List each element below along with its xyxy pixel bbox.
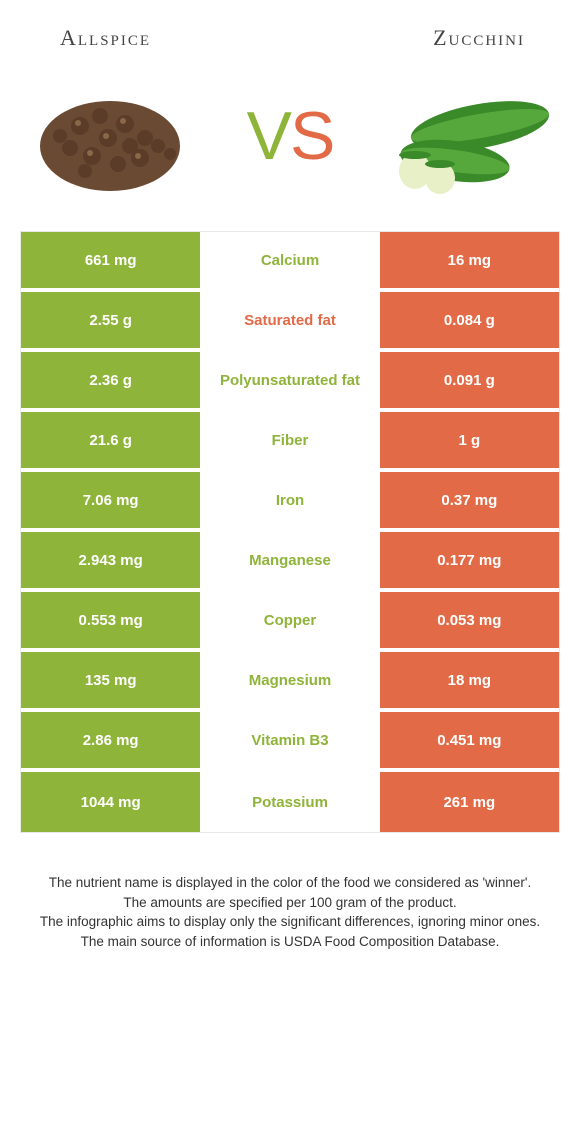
value-right: 1 g <box>380 412 559 468</box>
value-right: 18 mg <box>380 652 559 708</box>
table-row: 0.553 mgCopper0.053 mg <box>21 592 559 652</box>
value-right: 0.084 g <box>380 292 559 348</box>
value-left: 2.36 g <box>21 352 200 408</box>
hero: VS <box>0 61 580 231</box>
footer-notes: The nutrient name is displayed in the co… <box>0 833 580 951</box>
value-left: 0.553 mg <box>21 592 200 648</box>
footer-line: The amounts are specified per 100 gram o… <box>30 893 550 913</box>
zucchini-image <box>385 71 555 201</box>
value-left: 21.6 g <box>21 412 200 468</box>
table-row: 2.943 mgManganese0.177 mg <box>21 532 559 592</box>
vs-v: V <box>247 98 290 174</box>
table-row: 2.36 gPolyunsaturated fat0.091 g <box>21 352 559 412</box>
nutrient-label: Fiber <box>200 412 379 468</box>
header: Allspice Zucchini <box>0 0 580 61</box>
value-right: 0.451 mg <box>380 712 559 768</box>
value-left: 7.06 mg <box>21 472 200 528</box>
value-left: 2.55 g <box>21 292 200 348</box>
table-row: 2.86 mgVitamin B30.451 mg <box>21 712 559 772</box>
footer-line: The main source of information is USDA F… <box>30 932 550 952</box>
value-right: 16 mg <box>380 232 559 288</box>
value-right: 0.053 mg <box>380 592 559 648</box>
nutrient-label: Saturated fat <box>200 292 379 348</box>
nutrient-label: Manganese <box>200 532 379 588</box>
value-left: 1044 mg <box>21 772 200 832</box>
value-left: 2.86 mg <box>21 712 200 768</box>
vs-s: S <box>290 98 333 174</box>
table-row: 135 mgMagnesium18 mg <box>21 652 559 712</box>
nutrient-label: Vitamin B3 <box>200 712 379 768</box>
footer-line: The nutrient name is displayed in the co… <box>30 873 550 893</box>
allspice-image <box>25 71 195 201</box>
table-row: 7.06 mgIron0.37 mg <box>21 472 559 532</box>
nutrient-table: 661 mgCalcium16 mg2.55 gSaturated fat0.0… <box>20 231 560 833</box>
value-right: 0.177 mg <box>380 532 559 588</box>
nutrient-label: Polyunsaturated fat <box>200 352 379 408</box>
value-right: 261 mg <box>380 772 559 832</box>
title-left: Allspice <box>60 25 151 51</box>
nutrient-label: Potassium <box>200 772 379 832</box>
nutrient-label: Iron <box>200 472 379 528</box>
title-right: Zucchini <box>433 25 525 51</box>
value-left: 2.943 mg <box>21 532 200 588</box>
nutrient-label: Magnesium <box>200 652 379 708</box>
value-left: 661 mg <box>21 232 200 288</box>
value-right: 0.091 g <box>380 352 559 408</box>
footer-line: The infographic aims to display only the… <box>30 912 550 932</box>
nutrient-label: Copper <box>200 592 379 648</box>
table-row: 661 mgCalcium16 mg <box>21 232 559 292</box>
table-row: 1044 mgPotassium261 mg <box>21 772 559 832</box>
value-right: 0.37 mg <box>380 472 559 528</box>
table-row: 2.55 gSaturated fat0.084 g <box>21 292 559 352</box>
value-left: 135 mg <box>21 652 200 708</box>
vs-label: VS <box>247 97 334 175</box>
nutrient-label: Calcium <box>200 232 379 288</box>
table-row: 21.6 gFiber1 g <box>21 412 559 472</box>
